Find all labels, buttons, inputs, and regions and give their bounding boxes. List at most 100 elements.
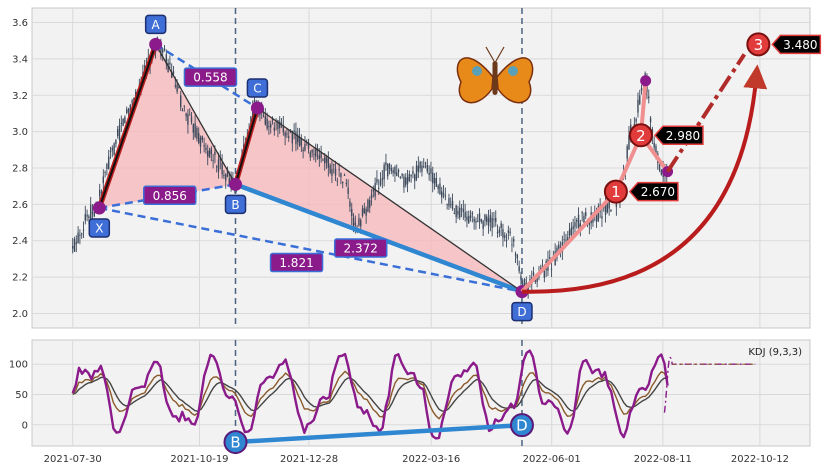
candle-body [354,222,357,225]
candle-body [604,201,607,215]
candle-body [606,201,609,213]
projection-point [640,75,652,87]
target-number-3: 3 [754,36,764,54]
pattern-label-b: B [231,198,239,212]
candle-body [165,54,168,65]
candle-body [102,176,105,184]
candle-body [423,166,425,168]
x-tick-label: 2022-06-01 [523,454,581,465]
candle-body [360,220,362,227]
target-value-1: 2.670 [641,185,675,199]
target-number-1: 1 [611,183,621,201]
candle-body [399,176,402,178]
candle-body [297,134,299,143]
candle-body [426,164,429,172]
candle-body [293,130,295,132]
candle-body [198,133,200,144]
price-y-tick-label: 2.0 [12,309,28,320]
candle-body [225,174,227,181]
target-value-3: 3.480 [783,38,817,52]
candle-body [482,221,484,229]
candle-body [117,129,119,137]
candle-body [91,212,94,214]
price-panel: 2.0 2.2 2.4 2.6 2.8 3.0 3.2 3.4 3.6 X A B C D 0.558 0.8… [12,7,822,329]
candle-body [491,217,493,228]
kdj-forecast-j [663,356,756,413]
candle-body [639,95,641,105]
candle-body [322,159,324,161]
x-axis: 2021-07-30 2021-10-19 2021-12-28 2022-03-16… [44,454,789,465]
target-number-2: 2 [636,127,646,145]
candle-body [563,239,565,241]
candle-body [583,216,585,223]
candle-body [226,168,229,177]
candle-body [601,216,603,219]
candle-body [417,165,420,172]
ratio-label: 2.372 [344,242,378,256]
candle-body [412,170,414,174]
candle-body [480,219,483,223]
xa-leg [98,44,157,209]
candle-body [549,257,551,259]
candle-body [406,176,409,184]
candle-body [72,246,74,249]
x-tick-label: 2021-10-19 [170,454,228,465]
candle-body [194,123,196,137]
price-y-tick-label: 2.4 [12,236,28,247]
candle-body [460,208,463,210]
pattern-label-c: C [253,82,261,96]
candle-body [424,162,427,164]
candle-body [228,178,231,185]
candle-body [655,146,657,155]
candle-body [309,152,312,158]
pattern-triangle-bcd [235,108,522,292]
price-y-tick-label: 3.0 [12,127,28,138]
candle-body [570,227,573,235]
x-tick-label: 2022-08-11 [634,454,692,465]
candle-body [568,229,571,236]
pattern-triangle-xab [99,44,236,209]
candle-body [334,168,337,176]
ratio-label: 0.558 [193,71,227,85]
candle-body [295,131,297,145]
candle-body [558,244,560,249]
candle-body [459,207,461,218]
price-y-tick-label: 3.2 [12,91,28,102]
candle-body [120,123,123,125]
kdj-line-k [72,370,669,420]
candle-body [394,166,396,175]
candle-body [282,125,285,133]
candle-body [129,105,132,113]
candle-body [286,133,288,135]
candle-body [471,212,474,215]
ratio-label: 1.821 [279,256,313,270]
candle-body [597,206,600,221]
pattern-label-box [88,218,111,238]
target-circle-3 [746,32,771,57]
candle-body [280,122,283,124]
candle-body [214,151,216,156]
candle-body [259,113,261,116]
candle-body [658,162,661,170]
candle-body [608,198,610,209]
candle-body [372,189,375,192]
kdj-divergence-label-b: B [230,434,240,452]
candle-body [401,174,403,176]
target-flag [628,181,679,202]
pattern-label-x: X [95,222,103,236]
candle-body [387,164,389,177]
candle-body [430,168,432,174]
candle-body [311,149,313,153]
candle-body [527,286,529,292]
candle-body [144,65,146,71]
candle-body [221,162,223,175]
candle-body [343,174,346,176]
candle-body [437,185,439,190]
candle-body [181,110,184,112]
candle-body [131,100,133,103]
candle-body [433,177,436,184]
butterfly-right-wing [496,57,534,104]
candle-body [455,205,457,218]
candle-body [464,212,466,218]
candle-body [484,214,486,221]
